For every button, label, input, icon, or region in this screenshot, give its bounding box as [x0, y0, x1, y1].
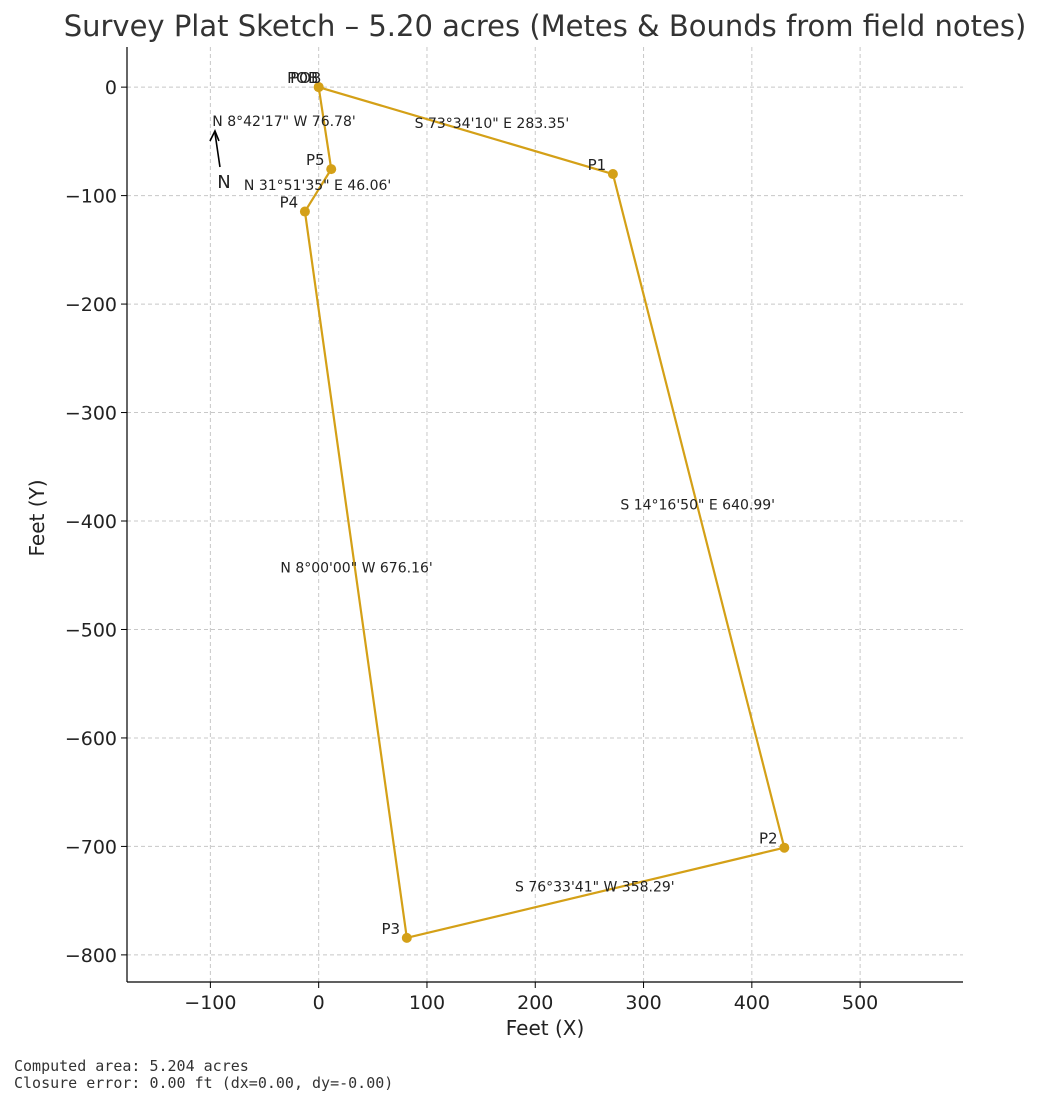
bearing-label: N 8°00'00" W 676.16' [280, 561, 432, 577]
point-label: P1 [588, 156, 607, 174]
computed-area-text: Computed area: 5.204 acres [14, 1057, 249, 1075]
closure-error-text: Closure error: 0.00 ft (dx=0.00, dy=-0.0… [14, 1074, 394, 1092]
y-tick-label: −100 [65, 186, 117, 208]
north-arrow-shaft [214, 132, 221, 168]
y-tick-label: −500 [65, 619, 117, 641]
x-tick-label: 0 [313, 992, 325, 1014]
point-marker [607, 169, 618, 180]
bearing-label: S 76°33'41" W 358.29' [515, 880, 675, 896]
y-tick-label: −300 [65, 403, 117, 425]
y-tick-label: −600 [65, 728, 117, 750]
point-label: P2 [759, 830, 778, 848]
bearing-label: S 14°16'50" E 640.99' [620, 498, 775, 514]
y-tick-label: −800 [65, 945, 117, 967]
point-label: P3 [382, 920, 401, 938]
x-tick-label: 400 [734, 992, 770, 1014]
x-tick-label: 100 [409, 992, 445, 1014]
x-tick-label: 300 [625, 992, 661, 1014]
point-marker [779, 842, 790, 853]
y-tick-label: −200 [65, 294, 117, 316]
north-arrow: N [209, 129, 231, 193]
bearing-label: S 73°34'10" E 283.35' [415, 116, 570, 132]
point-marker [326, 164, 337, 175]
bearing-label: N 31°51'35" E 46.06' [244, 178, 391, 194]
computation-footer: Computed area: 5.204 acres Closure error:… [14, 1058, 393, 1092]
tick-labels: −100 0 100 200 300 400 500 0 −100 −200 −300 −400 −50… [65, 77, 878, 1014]
point-label: P4 [280, 194, 299, 212]
bearing-label: N 8°42'17" W 76.78' [212, 114, 355, 130]
x-tick-label: 200 [517, 992, 553, 1014]
north-arrow-head [209, 129, 220, 142]
x-tick-label: −100 [184, 992, 236, 1014]
y-tick-label: −400 [65, 511, 117, 533]
point-label: POB [287, 69, 318, 87]
north-arrow-label: N [217, 172, 230, 193]
chart-title: Survey Plat Sketch – 5.20 acres (Metes &… [64, 9, 1027, 43]
y-tick-label: 0 [105, 77, 117, 99]
axes [121, 47, 963, 988]
point-marker [401, 932, 412, 943]
bearing-annotations: S 73°34'10" E 283.35' S 14°16'50" E 640.9… [212, 114, 775, 896]
point-marker [313, 82, 324, 93]
y-tick-label: −700 [65, 836, 117, 858]
point-label: P5 [306, 151, 325, 169]
y-axis-label: Feet (Y) [25, 479, 49, 556]
x-tick-label: 500 [842, 992, 878, 1014]
point-marker [299, 206, 310, 217]
point-label: POB [290, 69, 321, 87]
grid-lines [127, 47, 963, 982]
x-axis-label: Feet (X) [506, 1016, 585, 1040]
survey-plat-chart: Survey Plat Sketch – 5.20 acres (Metes &… [25, 9, 1027, 1040]
